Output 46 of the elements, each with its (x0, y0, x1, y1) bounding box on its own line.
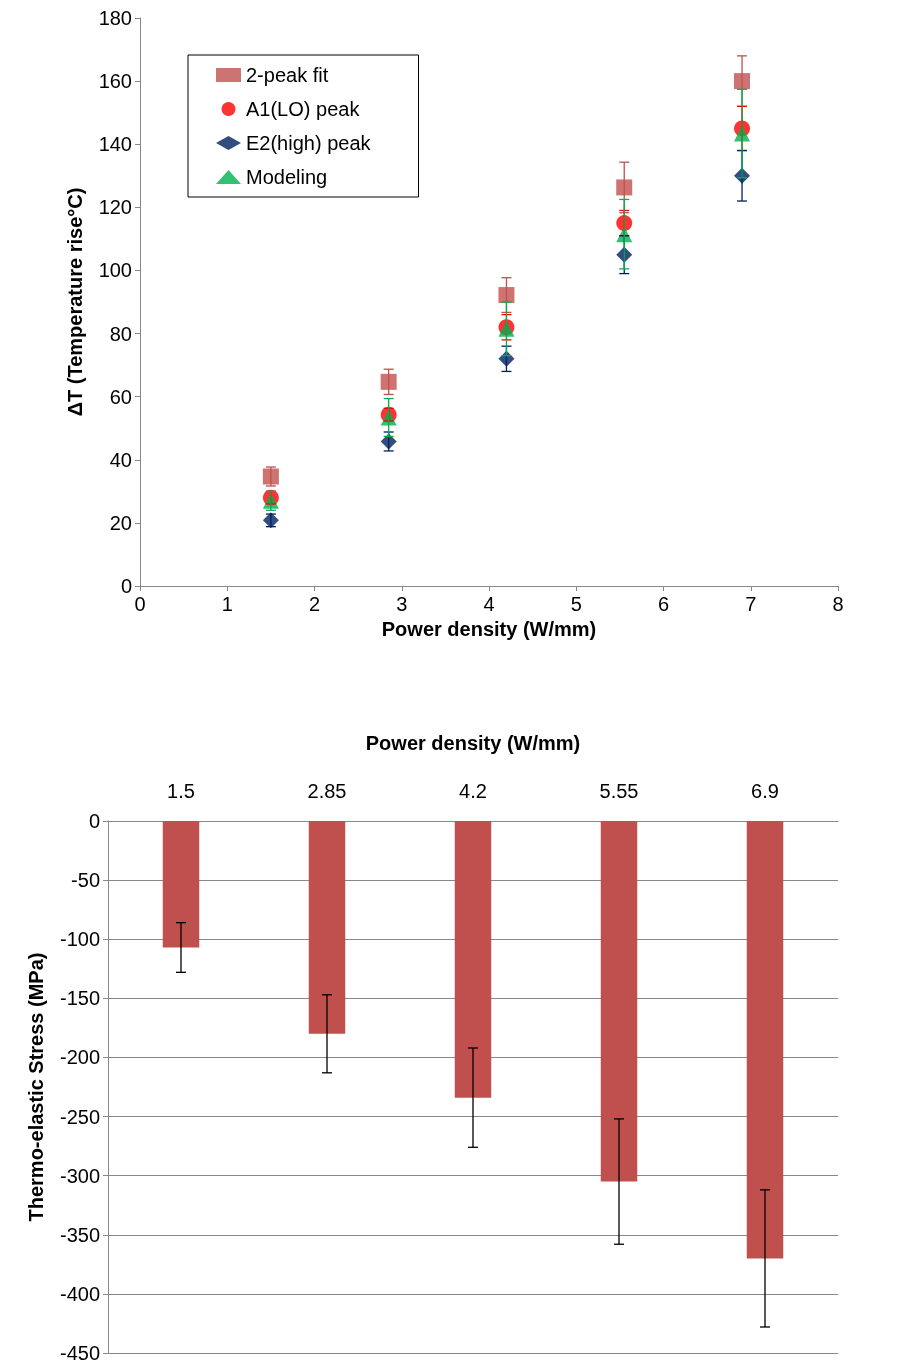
x-tick-label: 0 (134, 593, 146, 615)
y-tick-label: -100 (59, 928, 100, 951)
x-tick-label: 5.55 (599, 780, 639, 802)
legend-label: E2(high) peak (246, 132, 372, 154)
x-tick-label: 1 (221, 593, 233, 615)
y-tick-label: -50 (71, 869, 100, 892)
y-tick-label: -300 (59, 1164, 100, 1187)
y-tick-label: 0 (88, 810, 100, 832)
x-axis-title: Power density (W/mm) (365, 732, 581, 754)
y-axis-title: ΔT (Temperature rise°C) (64, 187, 86, 417)
x-tick-label: 7 (745, 593, 757, 615)
y-tick-label: 80 (109, 322, 132, 345)
legend-label: Modeling (246, 166, 328, 188)
y-tick-label: 180 (98, 7, 132, 29)
y-tick-label: -450 (59, 1342, 100, 1364)
y-tick-label: -400 (59, 1282, 100, 1305)
x-tick-label: 4 (483, 593, 495, 615)
x-tick-label: 6.9 (751, 780, 779, 802)
y-axis-title: Thermo-elastic Stress (MPa) (25, 952, 47, 1222)
x-axis-title: Power density (W/mm) (381, 617, 597, 640)
x-tick-label: 8 (832, 593, 844, 615)
y-tick-label: 20 (109, 511, 132, 534)
y-tick-label: 160 (98, 70, 132, 93)
y-tick-label: 60 (109, 385, 132, 408)
y-tick-label: -150 (59, 987, 100, 1010)
point (734, 73, 751, 90)
x-tick-label: 1.5 (167, 780, 195, 802)
y-tick-label: 100 (98, 259, 132, 282)
legend-label: 2-peak fit (246, 64, 329, 86)
y-tick-label: -250 (59, 1105, 100, 1128)
x-tick-label: 5 (570, 593, 582, 615)
x-tick-label: 2 (308, 593, 321, 615)
y-tick-label: -350 (59, 1223, 100, 1246)
x-tick-label: 3 (396, 593, 408, 615)
y-tick-label: 40 (109, 448, 132, 471)
y-tick-label: 0 (120, 575, 132, 597)
x-tick-label: 2.85 (307, 780, 347, 802)
x-tick-label: 6 (657, 593, 670, 615)
y-tick-label: 120 (98, 196, 132, 219)
x-tick-label: 4.2 (459, 780, 487, 802)
point (498, 287, 515, 304)
y-tick-label: -200 (59, 1046, 100, 1069)
point (616, 179, 633, 196)
y-tick-label: 140 (98, 133, 132, 156)
point (380, 373, 397, 390)
legend-label: A1(LO) peak (246, 98, 361, 120)
